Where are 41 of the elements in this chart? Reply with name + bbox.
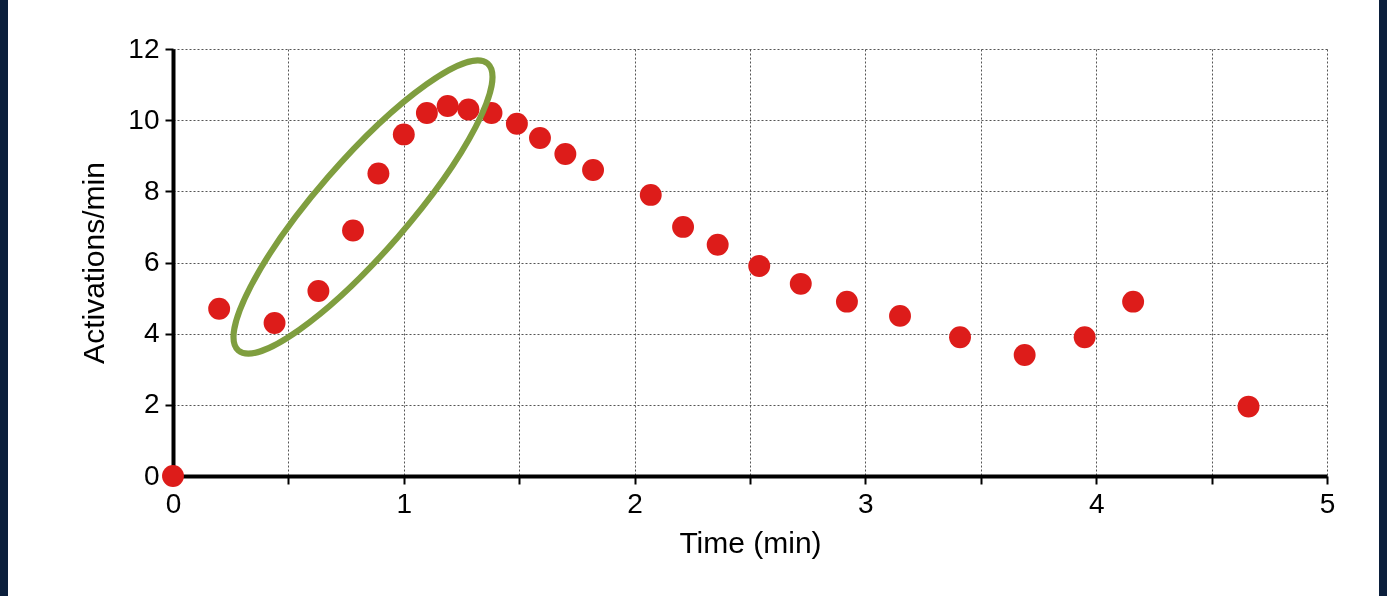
- point: [554, 143, 577, 165]
- y-axis-title: Activations/min: [77, 162, 111, 364]
- point: [672, 215, 695, 238]
- point: [1013, 344, 1036, 366]
- y-tick-label: 4: [143, 317, 160, 349]
- point: [889, 304, 911, 327]
- point: [392, 123, 415, 146]
- point: [582, 159, 605, 181]
- x-tick-label: 3: [858, 487, 874, 519]
- point: [639, 183, 662, 206]
- x-tick-label: 1: [396, 487, 413, 519]
- point: [1122, 290, 1145, 313]
- point: [949, 326, 971, 349]
- point: [367, 162, 390, 185]
- y-tick-label: 2: [143, 388, 160, 420]
- point: [505, 112, 528, 135]
- point: [307, 280, 330, 302]
- y-tick-label: 10: [128, 103, 160, 135]
- point: [342, 219, 364, 242]
- point: [457, 98, 480, 121]
- y-tick-label: 12: [128, 32, 160, 64]
- x-tick-label: 5: [1319, 487, 1336, 519]
- point: [748, 255, 771, 277]
- point: [1073, 326, 1096, 349]
- point: [162, 465, 184, 487]
- point: [529, 127, 551, 149]
- x-tick-label: 2: [627, 487, 643, 519]
- point: [263, 312, 286, 334]
- point: [415, 102, 438, 124]
- y-tick-label: 8: [143, 174, 160, 206]
- point: [436, 95, 459, 117]
- point: [835, 290, 858, 313]
- point: [208, 297, 231, 320]
- x-tick-label: 4: [1088, 487, 1105, 519]
- x-tick-label: 0: [165, 487, 182, 519]
- y-tick-label: 6: [143, 246, 160, 277]
- point: [706, 233, 729, 256]
- x-axis-title: Time (min): [679, 525, 822, 559]
- y-tick-label: 0: [143, 459, 160, 491]
- point: [1237, 395, 1260, 418]
- point: [789, 272, 812, 295]
